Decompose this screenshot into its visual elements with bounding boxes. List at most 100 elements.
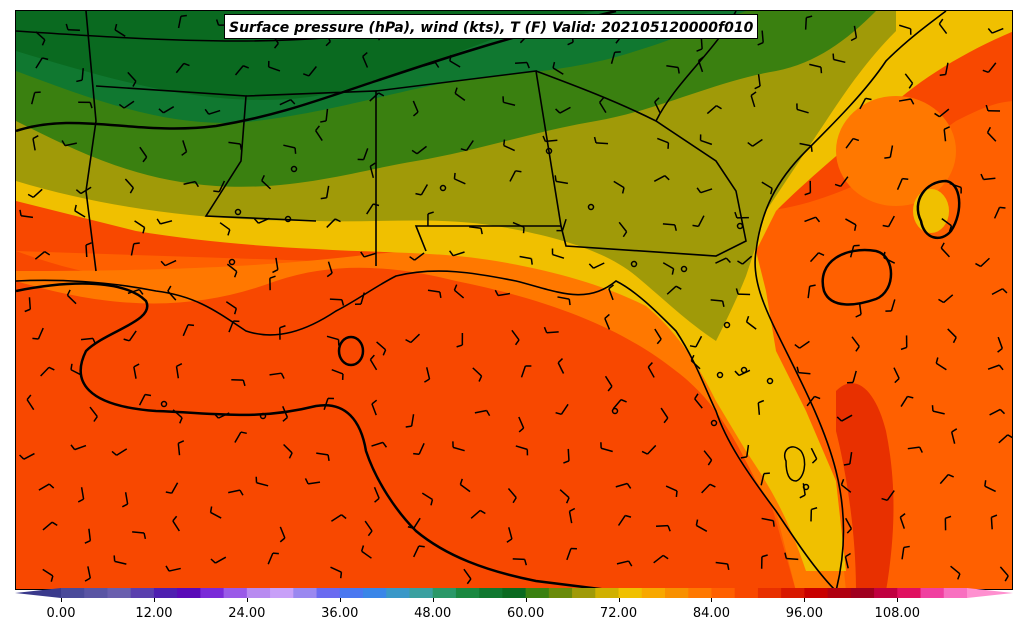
wind-barb-flag <box>627 560 633 567</box>
wind-barb-staff <box>470 509 481 519</box>
wind-barb-staff <box>557 362 565 374</box>
colorbar-tick-label: 108.00 <box>874 606 921 621</box>
wind-barb-flag <box>907 395 914 399</box>
wind-barb-flag <box>999 206 1006 209</box>
wind-barb-flag <box>61 140 66 147</box>
wind-barb-flag <box>180 14 187 17</box>
wind-barb-flag <box>910 98 915 105</box>
wind-barb-flag <box>506 538 513 543</box>
wind-barb-flag <box>709 483 716 488</box>
wind-barb-flag <box>934 112 940 118</box>
wind-barb-staff <box>258 217 270 224</box>
wind-barb-flag <box>883 251 886 258</box>
wind-barb-staff <box>984 485 996 493</box>
wind-barb-staff <box>228 489 241 494</box>
wind-barb-staff <box>738 369 751 377</box>
wind-barb-flag <box>334 218 341 223</box>
wind-barb-flag <box>761 554 768 558</box>
wind-barb-staff <box>950 565 961 575</box>
wind-barb-flag <box>209 506 213 513</box>
wind-barb-flag <box>480 228 483 235</box>
wind-barb-staff <box>160 220 173 225</box>
wind-barb-flag <box>167 285 172 292</box>
colorbar-segment <box>432 588 457 598</box>
wind-barb-flag <box>526 62 530 69</box>
wind-barb-staff <box>85 244 88 258</box>
wind-barb-staff <box>124 178 134 189</box>
colorbar-segment <box>897 588 922 598</box>
wind-barb-staff <box>991 27 1004 34</box>
wind-barb-staff <box>164 259 177 267</box>
wind-barb-staff <box>657 137 669 144</box>
wind-barb-staff <box>943 129 947 142</box>
wind-barb-flag <box>242 379 246 387</box>
colorbar-segment <box>339 588 364 598</box>
wind-barb-staff <box>325 185 330 198</box>
wind-barb-flag <box>593 136 597 144</box>
wind-barb-staff <box>887 215 895 227</box>
wind-barb-staff <box>369 166 375 179</box>
wind-barb-staff <box>757 74 761 87</box>
wind-barb-flag <box>809 284 816 288</box>
wind-barb-flag <box>111 450 118 456</box>
wind-barb-flag <box>745 315 750 323</box>
wind-barb-staff <box>760 473 765 486</box>
wind-barb-flag <box>326 272 333 278</box>
wind-barb-flag <box>41 39 46 46</box>
wind-barb-flag <box>320 120 327 123</box>
wind-barb-flag <box>919 446 923 453</box>
wind-barb-flag <box>656 338 662 345</box>
map-title-box: Surface pressure (hPa), wind (kts), T (F… <box>224 14 759 39</box>
wind-barb-flag <box>415 192 422 196</box>
wind-barb-flag <box>721 300 725 307</box>
wind-barb-flag <box>836 416 843 422</box>
wind-barb-staff <box>177 443 181 456</box>
wind-barb-flag <box>19 209 22 216</box>
wind-barb-flag <box>939 73 946 77</box>
wind-barb-staff <box>219 222 231 231</box>
wind-barb-flag <box>340 514 347 520</box>
wind-barb-flag <box>1007 434 1012 439</box>
wind-barb-staff <box>980 257 990 268</box>
wind-barb-flag <box>133 242 140 245</box>
wind-barb-flag <box>674 224 677 231</box>
wind-barb-staff <box>116 448 128 456</box>
wind-barb-flag <box>118 103 125 109</box>
wind-barb-staff <box>215 556 227 564</box>
wind-barb-staff <box>615 482 628 488</box>
map-canvas <box>16 11 1012 589</box>
wind-barb-staff <box>761 30 764 43</box>
wind-barb-flag <box>794 343 801 349</box>
wind-barb-staff <box>907 446 920 450</box>
wind-barb-flag <box>129 187 135 194</box>
wind-barb-staff <box>474 409 487 414</box>
wind-barb-flag <box>908 82 914 89</box>
wind-barb-staff <box>127 288 140 295</box>
wind-barb-flag <box>485 410 491 417</box>
wind-barb-flag <box>1002 288 1008 294</box>
wind-barb-flag <box>865 97 872 101</box>
wind-barb-flag <box>288 452 293 459</box>
wind-barb-flag <box>947 473 954 478</box>
colorbar-segment <box>409 588 434 598</box>
orange-light-band <box>16 251 846 589</box>
wind-barb-flag <box>689 345 697 348</box>
wind-barb-flag <box>77 498 84 503</box>
wind-barb-staff <box>32 188 43 198</box>
wind-barb-flag <box>93 416 98 422</box>
wind-barb-staff <box>840 484 852 493</box>
wind-barb-staff <box>893 367 900 379</box>
temperature-colorbar <box>15 588 1013 598</box>
wind-barb-flag <box>855 313 862 318</box>
wind-barb-flag <box>418 545 425 548</box>
wind-barb-flag <box>899 513 906 518</box>
wind-barb-flag <box>608 284 615 290</box>
wind-barb-flag <box>280 372 285 379</box>
colorbar-segment <box>177 588 201 598</box>
wind-barb-staff <box>452 251 465 257</box>
wind-barb-flag <box>158 108 164 114</box>
wind-barb-staff <box>557 296 570 300</box>
wind-barb-flag <box>430 499 434 506</box>
wind-barb-staff <box>416 145 427 155</box>
wind-barb-flag <box>233 308 238 315</box>
